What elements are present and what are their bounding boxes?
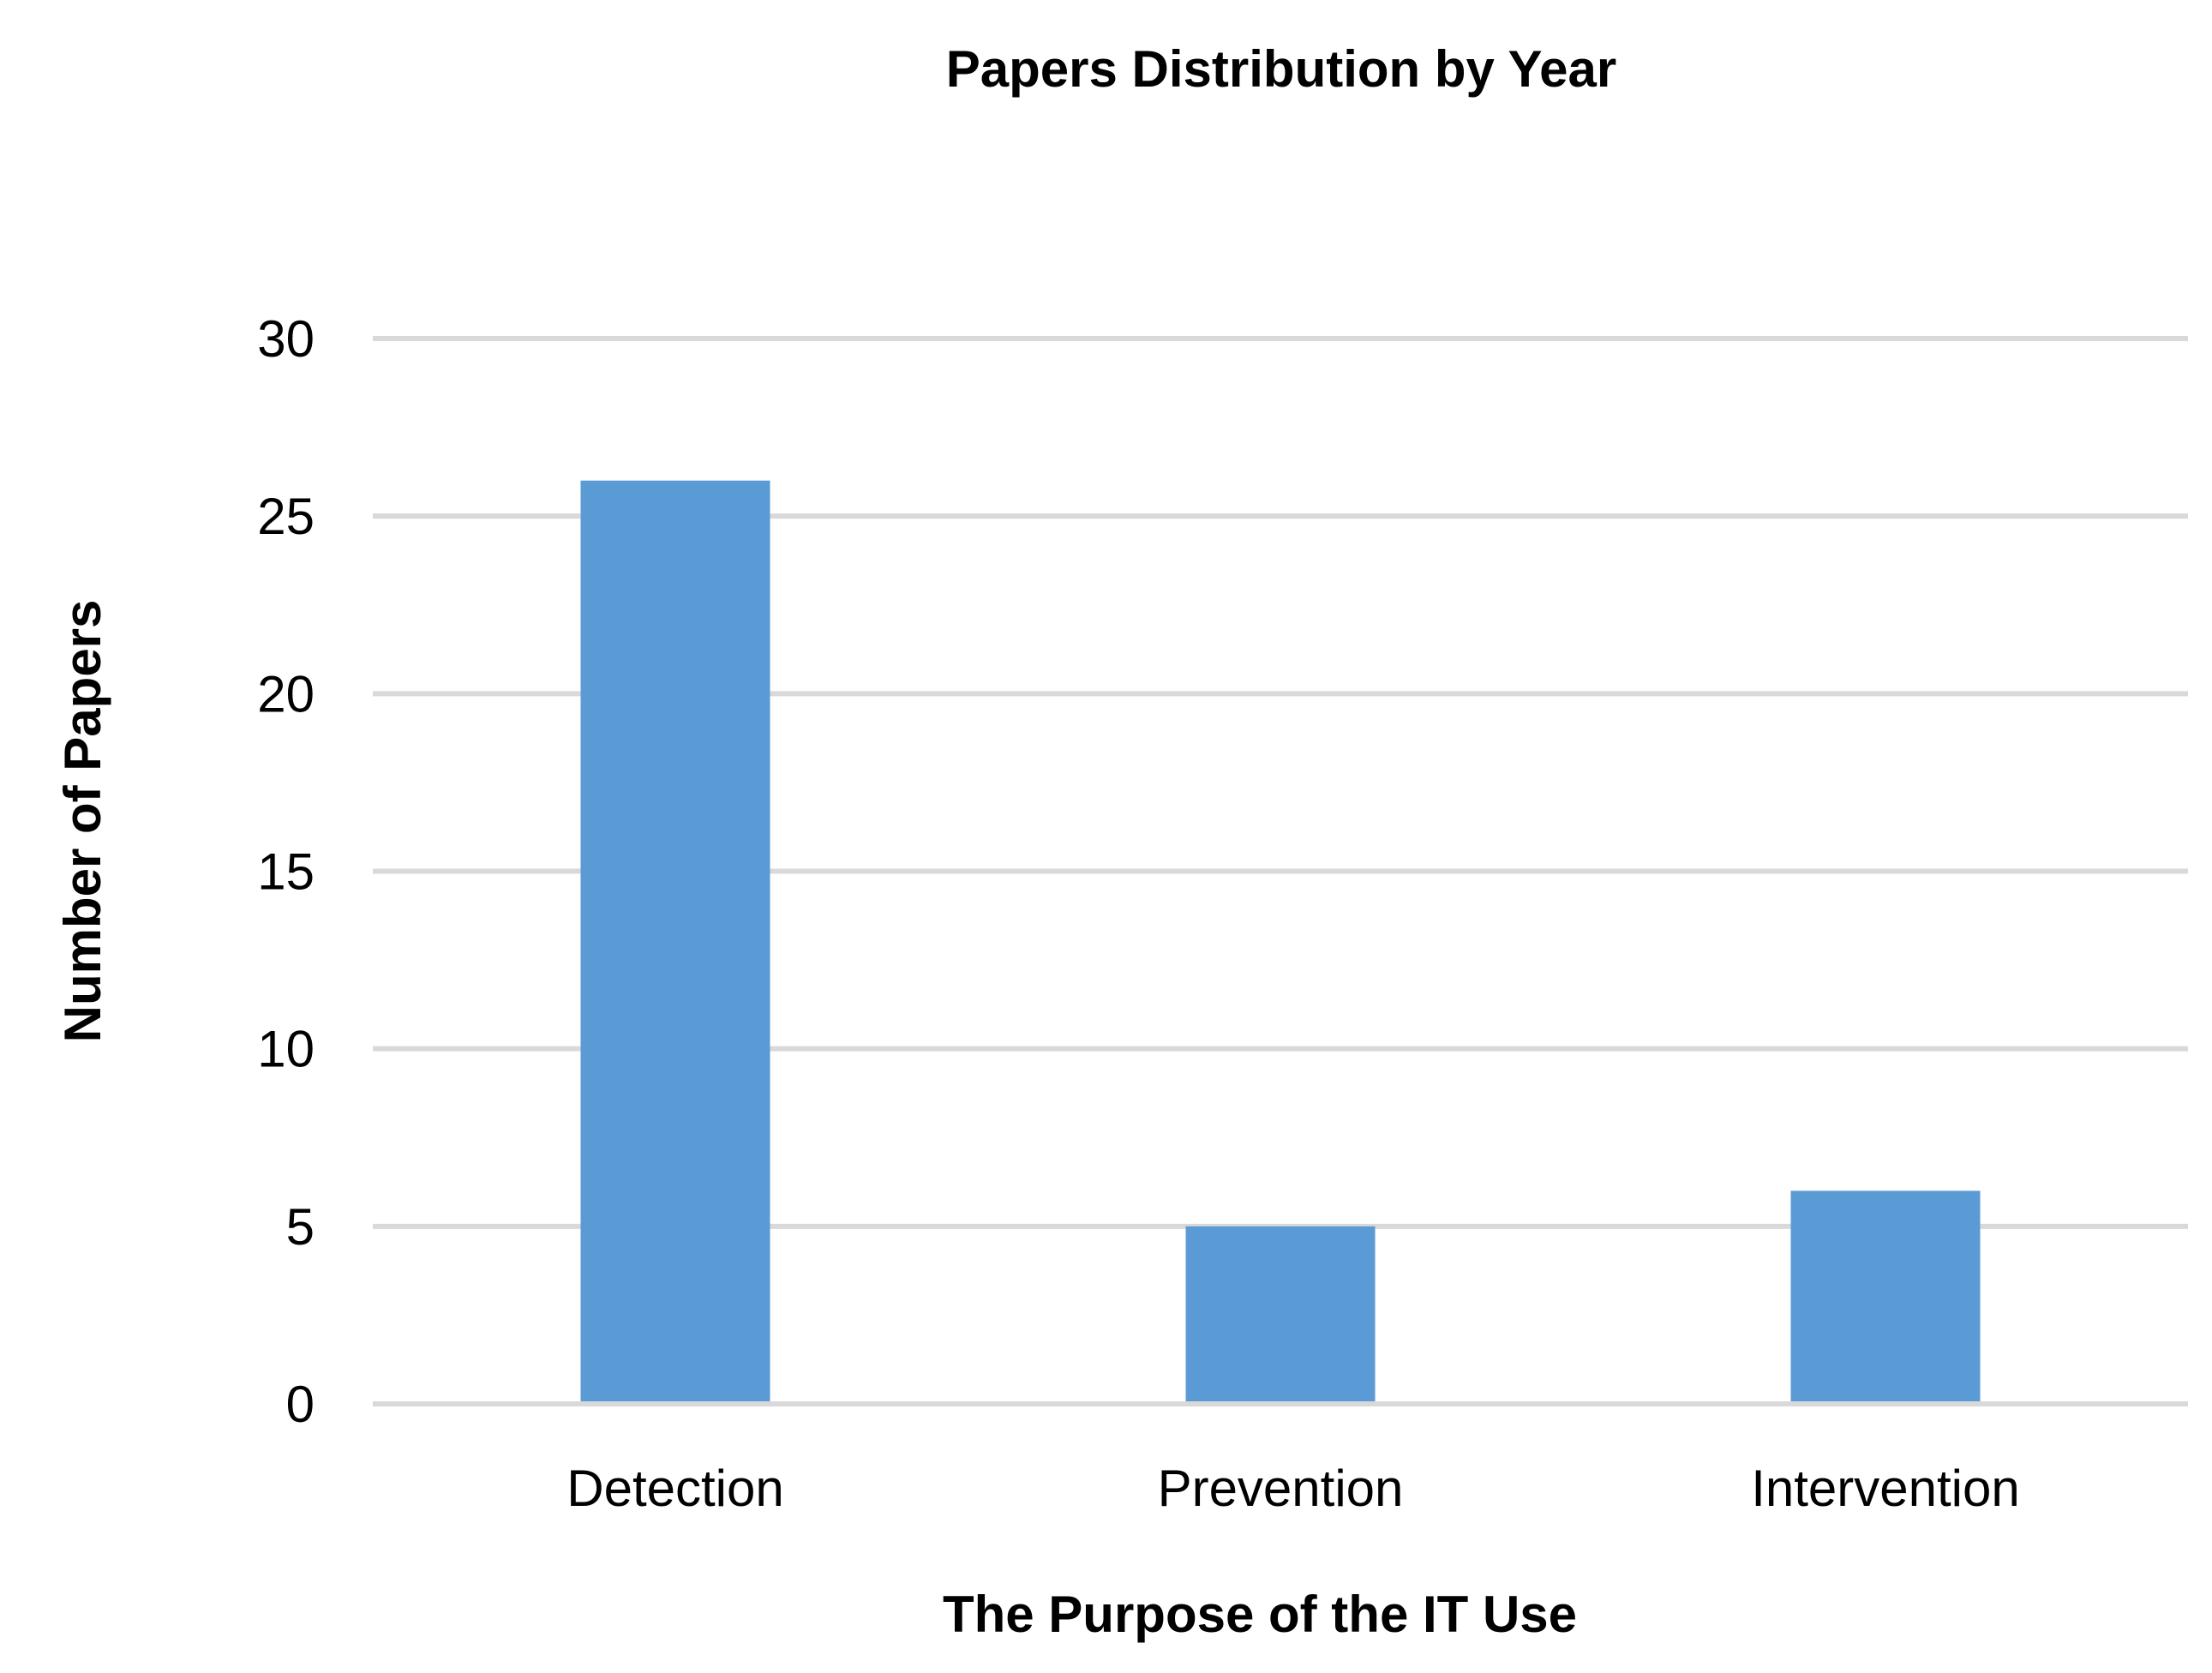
x-tick-label: Detection (566, 1460, 783, 1517)
y-axis-title: Number of Papers (54, 600, 111, 1043)
y-tick-label: 10 (257, 1021, 315, 1078)
x-axis-title: The Purpose of the IT Use (943, 1586, 1577, 1643)
x-tick-label: Intervention (1751, 1460, 2020, 1517)
x-tick-label: Prevention (1158, 1460, 1404, 1517)
y-tick-label: 15 (257, 843, 315, 901)
bar-detection (580, 480, 770, 1404)
chart-title: Papers Distribution by Year (946, 40, 1617, 98)
y-axis-ticks: 0 5 10 15 20 25 30 (257, 310, 315, 1433)
y-tick-label: 20 (257, 665, 315, 723)
bars (373, 480, 2188, 1406)
bar-intervention (1790, 1190, 1981, 1404)
y-tick-label: 0 (286, 1376, 315, 1433)
y-tick-label: 25 (257, 488, 315, 545)
x-axis-ticks: Detection Prevention Intervention (566, 1460, 2020, 1517)
y-tick-label: 30 (257, 310, 315, 368)
bar-prevention (1185, 1226, 1376, 1404)
y-tick-label: 5 (286, 1198, 315, 1256)
